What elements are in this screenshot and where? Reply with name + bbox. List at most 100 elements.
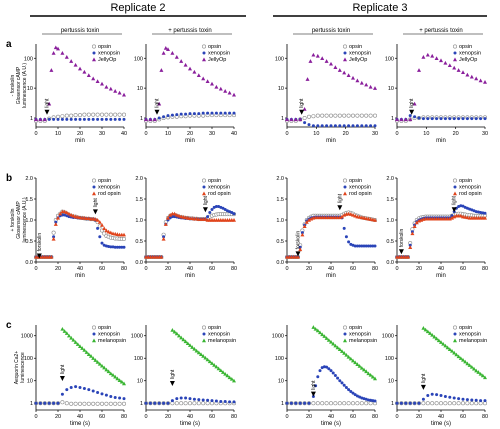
data-point bbox=[423, 327, 428, 332]
data-point bbox=[108, 371, 113, 376]
data-point bbox=[111, 372, 115, 377]
data-point bbox=[148, 117, 153, 122]
x-tick-label: 80 bbox=[121, 266, 127, 272]
data-point bbox=[60, 114, 65, 119]
data-point bbox=[347, 240, 351, 244]
data-point bbox=[64, 210, 69, 215]
y-axis-label: + forskolin bbox=[10, 208, 16, 231]
data-point bbox=[92, 191, 96, 196]
data-point bbox=[340, 381, 344, 385]
data-point bbox=[355, 113, 360, 118]
replicate-header: Replicate 2 bbox=[110, 2, 165, 14]
data-point bbox=[232, 218, 236, 222]
data-point bbox=[355, 244, 359, 248]
data-point bbox=[117, 401, 122, 406]
data-point bbox=[168, 212, 173, 217]
legend-entry: opsin bbox=[98, 178, 111, 184]
data-point bbox=[351, 124, 355, 128]
y-tick-label: 10 bbox=[388, 379, 394, 385]
data-point bbox=[456, 354, 461, 359]
data-point bbox=[435, 117, 439, 121]
legend-entry: opsin bbox=[208, 44, 221, 50]
x-axis-label: time (s) bbox=[180, 421, 200, 427]
data-point bbox=[177, 213, 181, 218]
data-point bbox=[413, 115, 417, 119]
data-point bbox=[452, 325, 457, 330]
series-JellyOp: JellyOp bbox=[34, 45, 126, 122]
y-tick-label: 100 bbox=[385, 56, 394, 62]
data-point bbox=[346, 354, 351, 359]
annotation-arrow bbox=[92, 209, 98, 215]
annotation-label: forskolin bbox=[296, 231, 302, 250]
y-tick-label: 1 bbox=[30, 116, 33, 122]
data-point bbox=[346, 73, 351, 77]
data-point bbox=[82, 348, 87, 352]
x-tick-label: 20 bbox=[306, 414, 312, 420]
data-point bbox=[218, 368, 223, 373]
annotation-arrow bbox=[154, 109, 160, 115]
series-rod-opsin: rod opsin bbox=[395, 191, 487, 259]
data-point bbox=[179, 112, 183, 116]
data-point bbox=[453, 57, 457, 62]
legend-entry: opsin bbox=[459, 325, 472, 331]
data-point bbox=[122, 236, 127, 241]
data-point bbox=[188, 401, 193, 406]
x-tick-label: 80 bbox=[231, 266, 237, 272]
data-point bbox=[65, 388, 69, 392]
legend-entry: opsin bbox=[349, 44, 362, 50]
data-point bbox=[364, 244, 368, 248]
data-point bbox=[223, 371, 228, 376]
data-point bbox=[92, 51, 96, 55]
data-point bbox=[347, 388, 351, 392]
data-point bbox=[443, 401, 448, 406]
data-point bbox=[95, 79, 100, 83]
data-point bbox=[366, 371, 371, 376]
panel-a2: 1 10 100 0 10 20 30 40 min + pertussis toxin opsin… bbox=[134, 28, 237, 144]
data-point bbox=[86, 73, 91, 77]
data-point bbox=[355, 362, 360, 366]
data-point bbox=[100, 223, 104, 227]
data-point bbox=[219, 399, 223, 403]
y-tick-label: 10 bbox=[27, 86, 33, 92]
data-point bbox=[366, 244, 370, 248]
x-tick-label: 20 bbox=[165, 414, 171, 420]
data-point bbox=[311, 52, 316, 57]
data-point bbox=[289, 401, 293, 405]
legend-entry: xenopsin bbox=[208, 185, 230, 191]
data-point bbox=[325, 124, 329, 128]
data-point bbox=[368, 372, 373, 377]
data-point bbox=[219, 111, 223, 115]
data-point bbox=[86, 112, 91, 117]
series-melanopsin: melanopsin bbox=[311, 325, 377, 381]
x-tick-label: 40 bbox=[187, 414, 193, 420]
y-axis-label: Glosensor cAMP bbox=[16, 201, 22, 239]
data-point bbox=[91, 356, 96, 360]
data-point bbox=[60, 326, 65, 331]
data-point bbox=[421, 326, 426, 330]
data-point bbox=[122, 245, 126, 249]
x-tick-label: 30 bbox=[482, 131, 488, 137]
data-point bbox=[331, 371, 335, 375]
legend-entry: opsin bbox=[459, 44, 472, 50]
data-point bbox=[144, 401, 148, 405]
data-point bbox=[210, 399, 214, 403]
data-point bbox=[197, 112, 201, 116]
data-point bbox=[478, 78, 483, 83]
x-tick-label: 0 bbox=[395, 266, 398, 272]
data-point bbox=[109, 117, 113, 121]
data-point bbox=[166, 47, 170, 51]
data-point bbox=[214, 364, 219, 369]
data-point bbox=[298, 117, 303, 122]
data-point bbox=[408, 243, 412, 247]
data-point bbox=[344, 386, 348, 390]
data-point bbox=[93, 358, 98, 362]
data-point bbox=[368, 401, 373, 406]
data-point bbox=[324, 59, 329, 63]
data-point bbox=[177, 333, 181, 338]
x-tick-label: 20 bbox=[165, 266, 171, 272]
data-point bbox=[109, 245, 113, 249]
data-point bbox=[179, 401, 184, 406]
data-point bbox=[210, 208, 214, 211]
data-point bbox=[92, 178, 97, 183]
data-point bbox=[441, 341, 446, 346]
